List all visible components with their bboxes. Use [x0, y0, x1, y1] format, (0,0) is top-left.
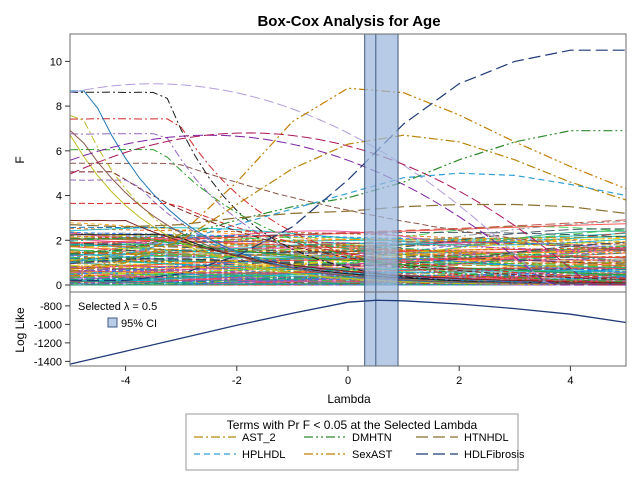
x-tick-label: 0 [345, 375, 351, 387]
series-line-htnhdl [69, 203, 627, 228]
loglike-line [69, 299, 627, 365]
background-curve [69, 132, 626, 286]
background-curve [69, 219, 627, 284]
background-f-curves [69, 83, 627, 286]
series-line-dmhtn [69, 130, 626, 255]
legend-label-ast-2: AST_2 [242, 432, 276, 444]
y-tick-label: 6 [56, 146, 62, 158]
y-tick-label: -1400 [34, 356, 62, 368]
legend-label-htnhdl: HTNHDL [464, 432, 509, 444]
background-curve [69, 237, 627, 258]
series-line-hdlfibrosis [70, 49, 626, 282]
ci-legend-swatch [107, 317, 118, 328]
background-curve [69, 118, 627, 284]
background-curve [69, 250, 626, 266]
highlighted-f-curves [69, 49, 627, 282]
background-curve [69, 228, 627, 255]
y-tick-label: -800 [40, 301, 62, 313]
x-tick-label: 2 [456, 375, 462, 387]
legend-label-hdlfibrosis: HDLFibrosis [464, 449, 525, 461]
ci-band [364, 291, 399, 367]
y-tick-label: -1000 [34, 319, 62, 331]
ci-band-top [364, 33, 399, 293]
ci-band [364, 33, 399, 293]
bottom-panel-axes: -1400 -1200 -1000 -800 -4 -2 0 2 4 [34, 291, 627, 387]
background-curve [69, 202, 627, 279]
f-axis-label: F [13, 156, 27, 163]
legend-label-hplhdl: HPLHDL [242, 449, 285, 461]
background-curve [69, 245, 627, 279]
background-curve [69, 258, 627, 273]
background-curve [69, 246, 627, 254]
chart-title: Box-Cox Analysis for Age [257, 13, 440, 30]
background-curve [69, 259, 627, 278]
background-curve [69, 226, 627, 285]
series-line-hplhdl [69, 172, 627, 264]
log-likelihood-curve [69, 299, 627, 365]
lambda-axis-label: Lambda [327, 392, 371, 406]
ci-band-bottom [364, 291, 399, 367]
x-tick-label: 4 [567, 375, 573, 387]
y-tick-label: 4 [56, 191, 62, 203]
background-curve [69, 221, 627, 255]
background-curve [69, 162, 627, 252]
selected-lambda-annotation: Selected λ = 0.5 [78, 301, 157, 313]
series-line-ast-2 [69, 134, 627, 273]
y-tick-label: 8 [56, 101, 62, 113]
legend-title: Terms with Pr F < 0.05 at the Selected L… [227, 418, 478, 432]
background-curve [69, 257, 627, 276]
background-curve [69, 241, 627, 266]
background-curve [69, 237, 627, 275]
ci-legend-label: 95% CI [121, 318, 157, 330]
background-curve [69, 249, 627, 269]
background-curve [70, 171, 627, 281]
y-tick-label: 10 [50, 56, 62, 68]
legend-label-sexast: SexAST [352, 449, 393, 461]
legend-label-dmhtn: DMHTN [352, 432, 392, 444]
x-tick-label: -4 [121, 375, 131, 387]
background-curve [69, 235, 627, 258]
legend-items: AST_2 DMHTN HTNHDL HPLHDL SexAST HDLFibrosis [194, 432, 525, 461]
background-curve [69, 148, 627, 283]
loglike-axis-label: Log Like [13, 307, 27, 353]
background-curve [69, 130, 626, 285]
legend-box [185, 413, 519, 471]
background-curve [70, 245, 627, 266]
y-tick-label: -1200 [34, 338, 62, 350]
background-curve [70, 274, 626, 286]
background-curve [69, 241, 627, 251]
y-tick-label: 2 [56, 235, 62, 247]
y-tick-label: 0 [56, 280, 62, 292]
background-curve [69, 83, 626, 286]
x-tick-label: -2 [232, 375, 242, 387]
background-curve [69, 134, 626, 286]
background-curve [69, 228, 627, 256]
